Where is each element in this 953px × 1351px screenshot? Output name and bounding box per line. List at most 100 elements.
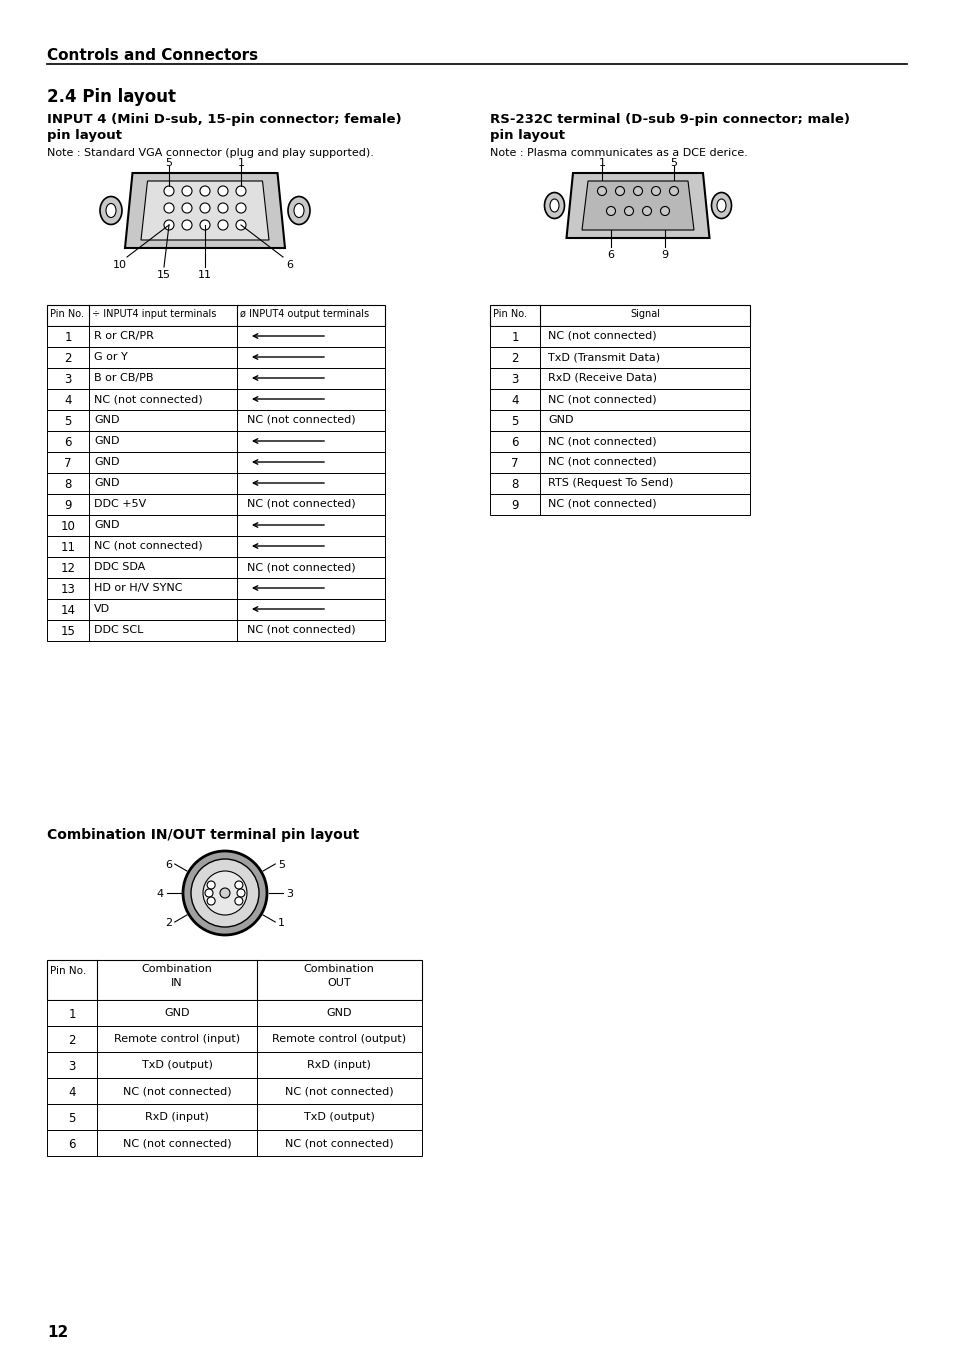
Text: NC (not connected): NC (not connected) [123, 1138, 231, 1148]
Text: 15: 15 [60, 626, 75, 638]
Circle shape [651, 186, 659, 196]
Ellipse shape [288, 196, 310, 224]
Text: 11: 11 [60, 540, 75, 554]
Text: 5: 5 [69, 1112, 75, 1125]
Bar [47, 347, 385, 367]
Text: Remote control (input): Remote control (input) [113, 1034, 240, 1044]
Text: Combination: Combination [141, 965, 213, 974]
Text: RxD (Receive Data): RxD (Receive Data) [547, 373, 657, 382]
Text: 7: 7 [511, 457, 518, 470]
Text: GND: GND [94, 415, 119, 426]
Text: NC (not connected): NC (not connected) [284, 1086, 393, 1096]
Text: DDC SDA: DDC SDA [94, 562, 145, 571]
Ellipse shape [711, 192, 731, 219]
Bar [47, 598, 385, 620]
Circle shape [200, 186, 210, 196]
Text: NC (not connected): NC (not connected) [94, 540, 202, 551]
Text: 12: 12 [60, 562, 75, 576]
Circle shape [234, 881, 243, 889]
Text: HD or H/V SYNC: HD or H/V SYNC [94, 584, 182, 593]
Text: Signal: Signal [629, 309, 659, 319]
Text: G or Y: G or Y [94, 353, 128, 362]
Text: 15: 15 [157, 270, 171, 280]
Text: 1: 1 [237, 158, 244, 168]
Text: B or CB/PB: B or CB/PB [94, 373, 153, 382]
Circle shape [200, 203, 210, 213]
Text: 3: 3 [286, 889, 293, 898]
Text: Combination IN/OUT terminal pin layout: Combination IN/OUT terminal pin layout [47, 828, 359, 842]
Text: 3: 3 [69, 1061, 75, 1073]
Text: GND: GND [326, 1008, 352, 1019]
Circle shape [164, 203, 173, 213]
Circle shape [234, 897, 243, 905]
Circle shape [235, 220, 246, 230]
Text: NC (not connected): NC (not connected) [94, 394, 202, 404]
Text: Pin No.: Pin No. [50, 309, 84, 319]
Text: 10: 10 [112, 259, 127, 270]
Text: 3: 3 [511, 373, 518, 386]
Text: 9: 9 [64, 499, 71, 512]
Polygon shape [125, 173, 285, 249]
Text: NC (not connected): NC (not connected) [547, 457, 656, 467]
Circle shape [218, 220, 228, 230]
Text: RS-232C terminal (D-sub 9-pin connector; male): RS-232C terminal (D-sub 9-pin connector;… [490, 113, 849, 126]
Text: TxD (Transmit Data): TxD (Transmit Data) [547, 353, 659, 362]
Text: 4: 4 [69, 1086, 75, 1098]
Ellipse shape [550, 199, 558, 212]
Circle shape [633, 186, 641, 196]
Text: 10: 10 [60, 520, 75, 534]
Circle shape [182, 203, 192, 213]
Bar [47, 1052, 421, 1078]
Text: 5: 5 [670, 158, 677, 168]
Text: NC (not connected): NC (not connected) [284, 1138, 393, 1148]
Text: 9: 9 [511, 499, 518, 512]
Text: 6: 6 [511, 436, 518, 449]
Ellipse shape [203, 871, 247, 915]
Bar [47, 431, 385, 453]
Text: NC (not connected): NC (not connected) [247, 499, 355, 509]
Bar [490, 367, 749, 389]
Bar [47, 494, 385, 515]
Ellipse shape [717, 199, 725, 212]
Text: 2: 2 [165, 917, 172, 928]
Text: 4: 4 [156, 889, 164, 898]
Circle shape [235, 186, 246, 196]
Text: 7: 7 [64, 457, 71, 470]
Text: NC (not connected): NC (not connected) [547, 331, 656, 340]
Text: 12: 12 [47, 1325, 69, 1340]
Text: 1: 1 [278, 917, 285, 928]
Text: 1: 1 [511, 331, 518, 345]
Text: Remote control (output): Remote control (output) [272, 1034, 406, 1044]
Ellipse shape [106, 204, 116, 218]
Circle shape [205, 889, 213, 897]
Bar [47, 326, 385, 347]
Text: 14: 14 [60, 604, 75, 617]
Bar [47, 1025, 421, 1052]
Text: Combination: Combination [303, 965, 374, 974]
Text: GND: GND [164, 1008, 190, 1019]
Text: RTS (Request To Send): RTS (Request To Send) [547, 478, 673, 488]
Circle shape [624, 207, 633, 216]
Circle shape [182, 220, 192, 230]
Bar [47, 409, 385, 431]
Text: 8: 8 [511, 478, 518, 490]
Circle shape [218, 186, 228, 196]
Text: DDC SCL: DDC SCL [94, 626, 143, 635]
Circle shape [207, 897, 215, 905]
Circle shape [235, 203, 246, 213]
Text: GND: GND [94, 478, 119, 488]
Polygon shape [581, 181, 693, 230]
Circle shape [659, 207, 669, 216]
Bar [47, 453, 385, 473]
Bar [47, 473, 385, 494]
Text: GND: GND [94, 457, 119, 467]
Bar [47, 961, 421, 1000]
Text: 2.4 Pin layout: 2.4 Pin layout [47, 88, 175, 105]
Bar [47, 1000, 421, 1025]
Circle shape [606, 207, 615, 216]
Text: 9: 9 [660, 250, 668, 259]
Bar [490, 347, 749, 367]
Text: Pin No.: Pin No. [493, 309, 526, 319]
Text: ÷ INPUT4 input terminals: ÷ INPUT4 input terminals [91, 309, 216, 319]
Text: pin layout: pin layout [490, 128, 564, 142]
